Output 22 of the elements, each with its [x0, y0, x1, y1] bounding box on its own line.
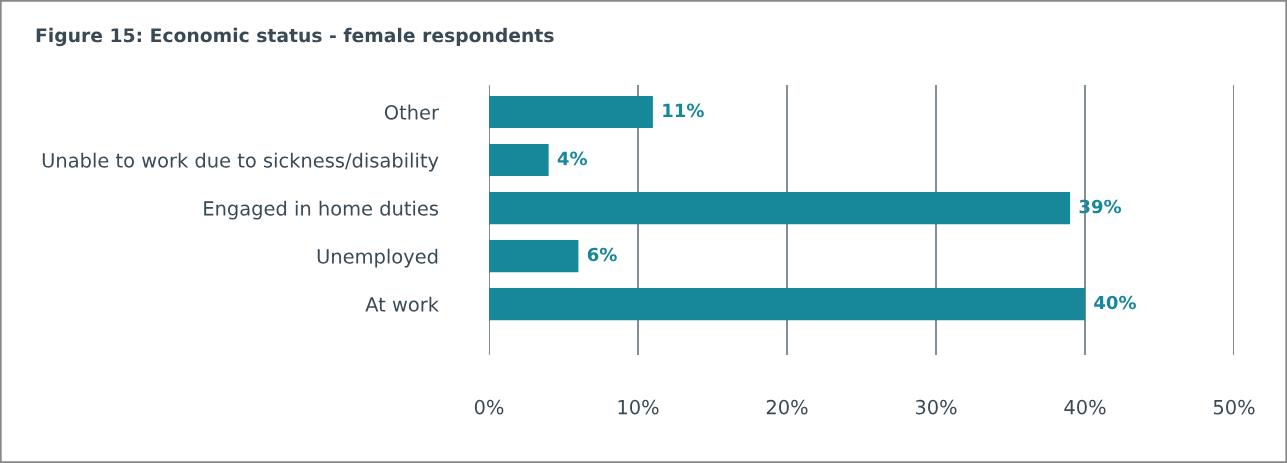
bar: [489, 288, 1085, 321]
data-label: 40%: [1094, 295, 1136, 310]
x-tick-label: 0%: [474, 399, 504, 415]
y-tick-label: At work: [365, 296, 439, 312]
y-tick-label: Other: [384, 104, 439, 120]
x-tick-label: 20%: [766, 399, 808, 415]
data-label: 39%: [1079, 199, 1122, 214]
y-tick-label: Unemployed: [317, 248, 438, 268]
x-tick-label: 10%: [618, 399, 659, 415]
bar: [489, 191, 1071, 225]
x-tick-label: 50%: [1213, 399, 1255, 415]
y-tick-label: Unable to work due to sickness/disability: [42, 152, 439, 172]
bar: [489, 239, 579, 273]
y-tick-label: Engaged in home duties: [204, 200, 439, 220]
bar: [489, 143, 549, 177]
x-tick-label: 40%: [1064, 399, 1106, 415]
data-label: 4%: [557, 151, 588, 166]
text: Figure 15: Economic status - female respondents: [36, 27, 554, 47]
bar: [489, 95, 653, 129]
x-tick-label: 30%: [915, 399, 957, 415]
data-label: 6%: [587, 247, 617, 262]
data-label: 11%: [663, 103, 704, 118]
